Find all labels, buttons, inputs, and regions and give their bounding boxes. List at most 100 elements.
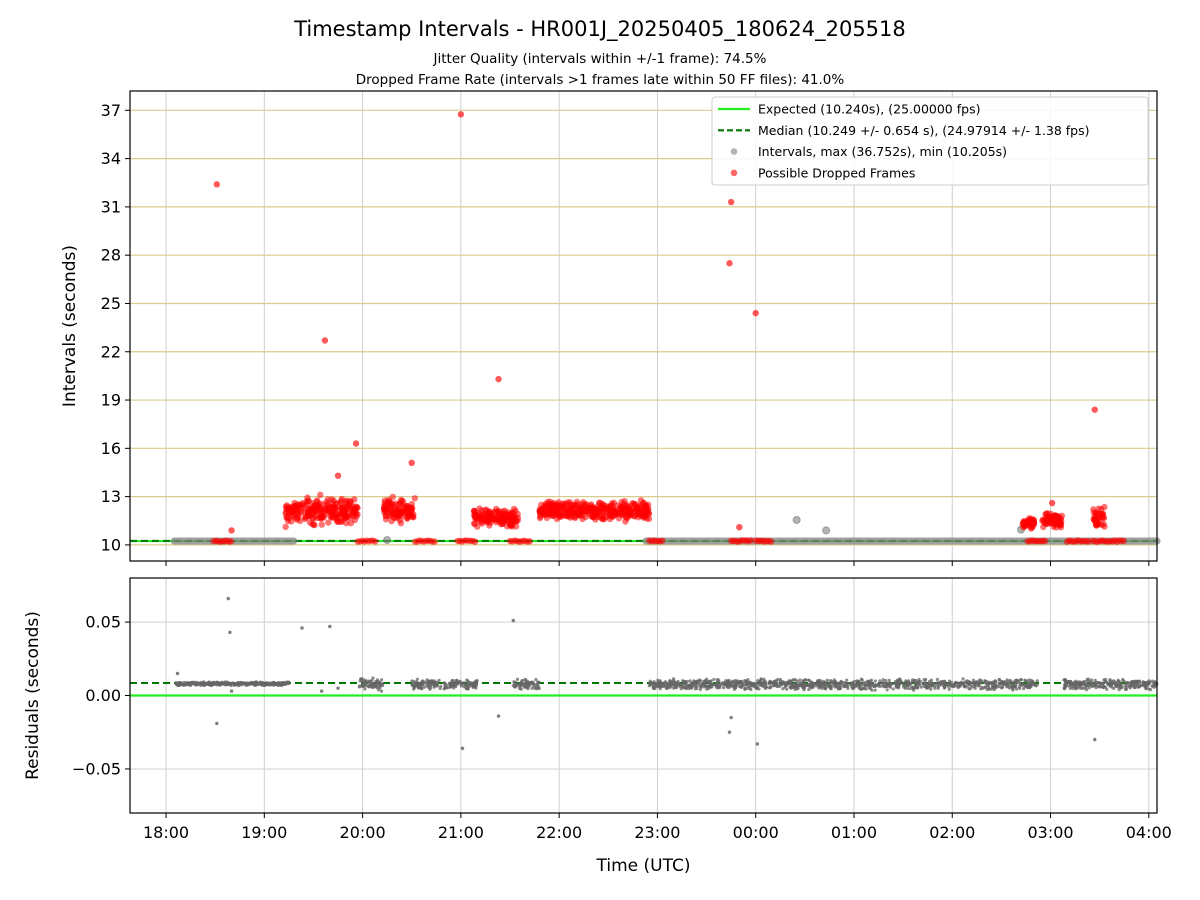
dropped-frame-point [297, 505, 304, 512]
dropped-frame-point [1048, 499, 1056, 507]
dropped-frame-point [631, 512, 638, 520]
residual-point [997, 681, 1001, 685]
residual-point [1027, 678, 1031, 682]
residual-point [466, 686, 470, 691]
residual-point [699, 685, 703, 689]
dropped-frame-point [480, 511, 487, 518]
residual-point [891, 687, 895, 691]
time-x-tick-label: 00:00 [733, 823, 779, 842]
time-x-tick-label: 20:00 [340, 823, 386, 842]
residual-point [369, 684, 373, 688]
residual-point [716, 683, 720, 687]
dropped-frame-point [752, 309, 759, 317]
dropped-frame-point [410, 513, 417, 521]
residual-point [755, 742, 760, 746]
residual-point [683, 680, 687, 684]
residual-point [870, 682, 874, 686]
dropped-frame-point [561, 507, 568, 514]
residual-point [300, 626, 304, 630]
residual-point [895, 678, 900, 682]
residual-point [762, 680, 766, 684]
residual-point [1134, 681, 1138, 685]
residual-point [670, 680, 674, 684]
residual-point [709, 679, 713, 683]
residual-point [881, 684, 885, 688]
residual-point [429, 684, 433, 688]
residual-point [421, 679, 425, 683]
residual-point [336, 686, 340, 690]
residual-point [470, 683, 474, 688]
dropped-frame-point [514, 517, 521, 524]
dropped-frames-series [210, 111, 1128, 545]
residual-point [712, 677, 716, 681]
residual-point [656, 678, 660, 682]
residual-point [511, 618, 515, 623]
residual-point [1124, 687, 1129, 691]
residual-point [942, 679, 946, 683]
residual-point [727, 730, 732, 734]
dropped-frame-point [493, 505, 500, 513]
residual-point [1008, 678, 1012, 683]
residual-point [905, 686, 909, 690]
dropped-frame-point [372, 538, 379, 545]
residual-point [1083, 686, 1087, 690]
residual-point [368, 679, 372, 684]
intervals-y-tick-label: 10 [101, 535, 121, 554]
residual-point [911, 685, 915, 690]
residual-point [772, 679, 776, 684]
intervals-y-tick-label: 16 [101, 439, 121, 458]
residual-point [700, 682, 704, 686]
dropped-frame-point [381, 506, 388, 513]
dropped-frame-point [1042, 537, 1049, 545]
dropped-frame-point [431, 538, 439, 545]
residual-point [811, 683, 815, 687]
residual-point [380, 678, 384, 682]
residual-point [446, 685, 450, 690]
residual-point [895, 682, 899, 686]
residual-point [870, 688, 874, 692]
residual-point [922, 678, 926, 682]
residual-point [763, 686, 768, 690]
intervals-y-tick-label: 37 [101, 101, 121, 120]
residual-point [929, 687, 933, 691]
dropped-frame-point [549, 509, 556, 516]
residual-point [679, 687, 683, 691]
time-x-tick-label: 18:00 [143, 823, 189, 842]
dropped-frame-point [325, 519, 332, 526]
residual-point [930, 682, 934, 686]
dropped-frame-point [564, 499, 571, 506]
residual-point [962, 684, 966, 688]
residual-point [784, 681, 788, 685]
residual-point [1145, 683, 1149, 688]
residual-point [1007, 686, 1012, 690]
residual-point [328, 624, 332, 629]
residuals-y-tick-label: −0.05 [72, 759, 121, 778]
residual-point [1141, 683, 1146, 687]
time-x-ticks: 18:00 19:00 20:00 21:00 22:00 23:00 00:00 01:00… [143, 813, 1172, 842]
residual-point [753, 681, 758, 685]
intervals-y-axis-label: Intervals (seconds) [60, 245, 80, 407]
residual-point [1150, 684, 1154, 688]
residual-point [451, 678, 455, 682]
residual-point [1123, 683, 1127, 687]
residual-point [496, 714, 501, 718]
residual-point [437, 678, 441, 682]
dropped-frame-point [313, 514, 321, 522]
residual-point [1068, 683, 1072, 687]
residual-point [881, 678, 885, 682]
residual-point [520, 678, 524, 683]
residual-point [442, 687, 446, 691]
dropped-frame-point [311, 521, 318, 529]
residual-point [980, 685, 984, 689]
dropped-frame-point [572, 502, 579, 509]
residual-point [1008, 681, 1013, 685]
legend-box [711, 96, 1149, 186]
dropped-frame-point [593, 510, 600, 517]
residual-point [1152, 681, 1156, 686]
residual-point [958, 684, 963, 688]
residual-point [704, 685, 708, 689]
residual-point [863, 680, 867, 685]
residual-point [885, 688, 889, 692]
residual-point [1137, 685, 1141, 689]
dropped-frame-point [1120, 537, 1128, 545]
